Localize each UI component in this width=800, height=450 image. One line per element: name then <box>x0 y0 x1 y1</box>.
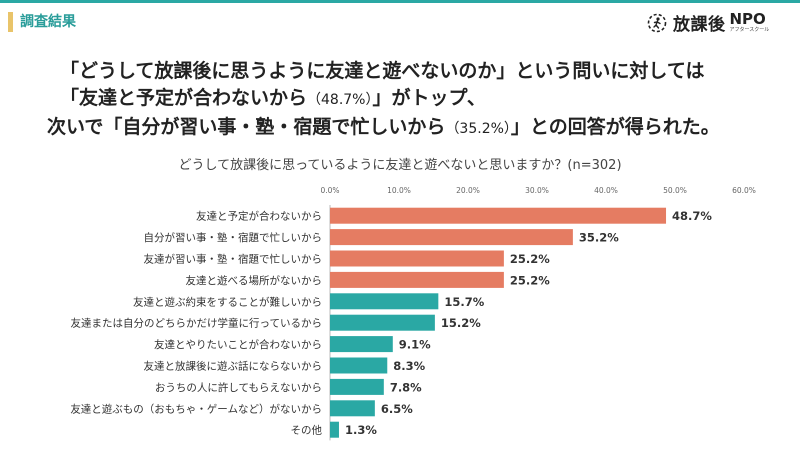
category-label: 友達または自分のどちらかだけ学童に行っているから <box>71 317 322 330</box>
data-label: 15.7% <box>444 295 484 309</box>
bar <box>330 250 504 267</box>
x-tick-label: 20.0% <box>456 186 480 195</box>
category-label: 友達とやりたいことが合わないから <box>154 338 322 351</box>
x-tick-label: 40.0% <box>594 186 618 195</box>
data-label: 7.8% <box>390 380 422 394</box>
bar <box>330 357 388 374</box>
logo-text: 放課後 <box>673 15 726 35</box>
headline-line-2-end: 」がトップ、 <box>372 87 486 109</box>
category-label: 友達が習い事・塾・宿題で忙しいから <box>144 253 323 266</box>
bar <box>330 314 435 331</box>
x-tick-label: 60.0% <box>732 186 756 195</box>
headline-line-3-end: 」との回答が得られた。 <box>510 116 720 138</box>
category-label: 友達と遊ぶもの（おもちゃ・ゲームなど）がないから <box>70 402 322 415</box>
headline-line-3: 次いで「自分が習い事・塾・宿題で忙しいから（35.2%）」との回答が得られた。 <box>47 114 800 143</box>
logo: 放課後 NPO アフタースクール <box>647 10 769 35</box>
bar <box>330 271 504 288</box>
data-label: 48.7% <box>672 209 712 223</box>
data-label: 6.5% <box>381 402 413 416</box>
category-label: 友達と予定が合わないから <box>196 210 322 223</box>
headline: 「どうして放課後に思うように友達と遊べないのか」という問いに対しては 「友達と予… <box>0 58 800 143</box>
bar <box>330 400 375 417</box>
data-label: 8.3% <box>393 359 425 373</box>
data-label: 35.2% <box>579 231 619 245</box>
section-marker <box>8 12 13 32</box>
data-label: 15.2% <box>441 316 481 330</box>
bar <box>330 336 393 353</box>
headline-line-3-text: 次いで「自分が習い事・塾・宿題で忙しいから <box>47 116 446 138</box>
bar <box>330 293 439 310</box>
running-child-logo-icon <box>647 13 667 32</box>
chart-title: どうして放課後に思っているように友達と遊べないと思いますか？(n=302) <box>178 158 622 173</box>
data-label: 25.2% <box>510 252 550 266</box>
section-label: 調査結果 <box>20 14 76 30</box>
x-tick-label: 30.0% <box>525 186 549 195</box>
data-label: 25.2% <box>510 273 550 287</box>
x-tick-label: 0.0% <box>320 186 339 195</box>
category-label: 友達と遊ぶ約束をすることが難しいから <box>133 295 322 308</box>
data-label: 1.3% <box>345 423 377 437</box>
headline-line-1: 「どうして放課後に思うように友達と遊べないのか」という問いに対しては <box>60 60 705 82</box>
category-label: その他 <box>291 424 323 437</box>
category-label: 自分が習い事・塾・宿題で忙しいから <box>144 231 323 244</box>
headline-line-3-percent: （35.2%） <box>445 121 511 137</box>
top-accent-bar <box>0 0 800 3</box>
data-label: 9.1% <box>399 338 431 352</box>
bar <box>330 378 384 395</box>
category-label: おうちの人に許してもらえないから <box>155 381 322 394</box>
category-label: 友達と遊べる場所がないから <box>186 274 323 287</box>
headline-line-2-percent: （48.7%） <box>307 92 373 108</box>
logo-subtext: アフタースクール <box>729 27 770 33</box>
x-tick-label: 50.0% <box>663 186 687 195</box>
bar <box>330 421 339 438</box>
headline-line-2-text: 「友達と予定が合わないから <box>60 87 308 109</box>
headline-line-2: 「友達と予定が合わないから（48.7%）」がトップ、 <box>60 85 800 114</box>
bar <box>330 207 667 224</box>
x-tick-label: 10.0% <box>387 186 411 195</box>
bar <box>330 229 573 246</box>
category-label: 友達と放課後に遊ぶ話にならないから <box>144 360 323 373</box>
logo-npo: NPO <box>729 10 766 28</box>
